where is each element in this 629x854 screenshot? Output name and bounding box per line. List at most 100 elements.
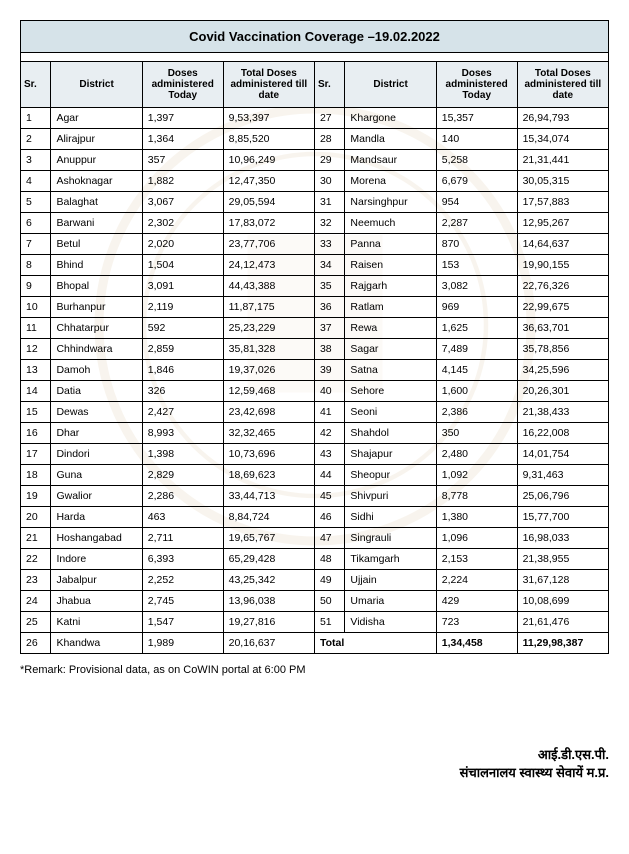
- cell-today: 2,286: [142, 486, 223, 507]
- cell-district: Panna: [345, 234, 436, 255]
- cell-total: 14,01,754: [517, 444, 608, 465]
- cell-total: 13,96,038: [223, 591, 314, 612]
- cell-today: 870: [436, 234, 517, 255]
- cell-sr: 22: [21, 549, 51, 570]
- cell-sr: 11: [21, 318, 51, 339]
- cell-today: 140: [436, 129, 517, 150]
- cell-sr: 6: [21, 213, 51, 234]
- cell-district: Katni: [51, 612, 142, 633]
- header-district-right: District: [345, 62, 436, 108]
- cell-district: Dindori: [51, 444, 142, 465]
- cell-district: Mandsaur: [345, 150, 436, 171]
- cell-today: 3,091: [142, 276, 223, 297]
- cell-total: 10,96,249: [223, 150, 314, 171]
- cell-today: 1,092: [436, 465, 517, 486]
- cell-today: 954: [436, 192, 517, 213]
- cell-district: Chhatarpur: [51, 318, 142, 339]
- cell-total: 43,25,342: [223, 570, 314, 591]
- cell-sr: 14: [21, 381, 51, 402]
- cell-total: 10,08,699: [517, 591, 608, 612]
- cell-today: 1,882: [142, 171, 223, 192]
- vaccination-table: Covid Vaccination Coverage –19.02.2022 S…: [20, 20, 609, 654]
- table-row: 9Bhopal3,09144,43,38835Rajgarh3,08222,76…: [21, 276, 609, 297]
- cell-district: Vidisha: [345, 612, 436, 633]
- cell-today: 2,153: [436, 549, 517, 570]
- cell-total: 25,06,796: [517, 486, 608, 507]
- cell-total: 36,63,701: [517, 318, 608, 339]
- cell-total: 23,77,706: [223, 234, 314, 255]
- table-row: 26Khandwa1,98920,16,637Total1,34,45811,2…: [21, 633, 609, 654]
- cell-district: Dewas: [51, 402, 142, 423]
- cell-sr: 7: [21, 234, 51, 255]
- cell-sr: 9: [21, 276, 51, 297]
- table-row: 7Betul2,02023,77,70633Panna87014,64,637: [21, 234, 609, 255]
- table-row: 20Harda4638,84,72446Sidhi1,38015,77,700: [21, 507, 609, 528]
- table-row: 4Ashoknagar1,88212,47,35030Morena6,67930…: [21, 171, 609, 192]
- cell-district: Raisen: [345, 255, 436, 276]
- cell-district: Shahdol: [345, 423, 436, 444]
- cell-sr: 33: [314, 234, 344, 255]
- cell-total: 19,27,816: [223, 612, 314, 633]
- cell-sr: 8: [21, 255, 51, 276]
- table-row: 2Alirajpur1,3648,85,52028Mandla14015,34,…: [21, 129, 609, 150]
- cell-sr: 43: [314, 444, 344, 465]
- cell-today: 15,357: [436, 108, 517, 129]
- cell-today: 723: [436, 612, 517, 633]
- spacer-row: [21, 53, 609, 62]
- cell-district: Tikamgarh: [345, 549, 436, 570]
- cell-today: 2,427: [142, 402, 223, 423]
- title-row: Covid Vaccination Coverage –19.02.2022: [21, 21, 609, 53]
- header-row: Sr. District Doses administered Today To…: [21, 62, 609, 108]
- cell-sr: 39: [314, 360, 344, 381]
- cell-district: Rewa: [345, 318, 436, 339]
- cell-total: 21,38,955: [517, 549, 608, 570]
- footer-line-2: संचालनालय स्वास्थ्य सेवायें म.प्र.: [20, 764, 609, 782]
- cell-today: 1,380: [436, 507, 517, 528]
- cell-sr: 10: [21, 297, 51, 318]
- cell-district: Gwalior: [51, 486, 142, 507]
- table-row: 15Dewas2,42723,42,69841Seoni2,38621,38,4…: [21, 402, 609, 423]
- cell-district: Balaghat: [51, 192, 142, 213]
- cell-today: 7,489: [436, 339, 517, 360]
- cell-sr: 19: [21, 486, 51, 507]
- cell-today: 6,679: [436, 171, 517, 192]
- header-total-left: Total Doses administered till date: [223, 62, 314, 108]
- cell-sr: 34: [314, 255, 344, 276]
- cell-district: Ratlam: [345, 297, 436, 318]
- cell-total: 25,23,229: [223, 318, 314, 339]
- cell-district: Jhabua: [51, 591, 142, 612]
- cell-today: 326: [142, 381, 223, 402]
- total-label: Total: [314, 633, 436, 654]
- cell-sr: 28: [314, 129, 344, 150]
- cell-total: 20,26,301: [517, 381, 608, 402]
- cell-total: 19,90,155: [517, 255, 608, 276]
- cell-today: 1,989: [142, 633, 223, 654]
- cell-today: 357: [142, 150, 223, 171]
- cell-today: 592: [142, 318, 223, 339]
- cell-total: 11,87,175: [223, 297, 314, 318]
- table-row: 14Datia32612,59,46840Sehore1,60020,26,30…: [21, 381, 609, 402]
- cell-sr: 15: [21, 402, 51, 423]
- cell-total: 19,65,767: [223, 528, 314, 549]
- cell-today: 8,778: [436, 486, 517, 507]
- cell-total: 17,57,883: [517, 192, 608, 213]
- cell-district: Sehore: [345, 381, 436, 402]
- cell-sr: 35: [314, 276, 344, 297]
- cell-total: 44,43,388: [223, 276, 314, 297]
- table-row: 25Katni1,54719,27,81651Vidisha72321,61,4…: [21, 612, 609, 633]
- cell-total: 34,25,596: [517, 360, 608, 381]
- cell-today: 1,096: [436, 528, 517, 549]
- cell-total: 24,12,473: [223, 255, 314, 276]
- cell-total: 9,31,463: [517, 465, 608, 486]
- cell-district: Bhopal: [51, 276, 142, 297]
- cell-district: Jabalpur: [51, 570, 142, 591]
- cell-today: 5,258: [436, 150, 517, 171]
- cell-sr: 16: [21, 423, 51, 444]
- cell-total: 35,78,856: [517, 339, 608, 360]
- cell-district: Mandla: [345, 129, 436, 150]
- cell-sr: 38: [314, 339, 344, 360]
- cell-district: Singrauli: [345, 528, 436, 549]
- cell-sr: 36: [314, 297, 344, 318]
- cell-total: 32,32,465: [223, 423, 314, 444]
- cell-sr: 24: [21, 591, 51, 612]
